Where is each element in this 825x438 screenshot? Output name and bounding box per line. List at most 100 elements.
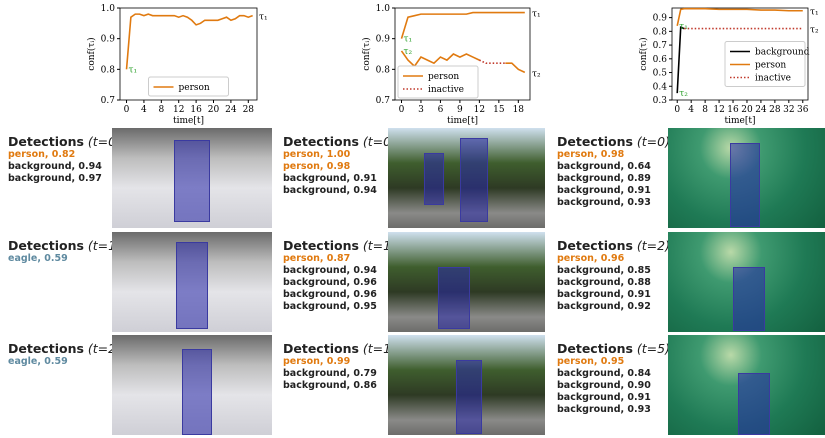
- track-label-start: τ₂: [403, 47, 412, 57]
- track-label-start: τ₁: [129, 65, 138, 75]
- detection-box: [460, 138, 488, 222]
- detection-heading: Detections (t=5):: [557, 341, 657, 356]
- frame-image: [388, 232, 545, 332]
- x-tick-label: 28: [243, 105, 255, 115]
- heading-time: (t=5): [637, 341, 670, 356]
- y-tick-label: 0.5: [653, 69, 668, 79]
- x-tick-label: 0: [674, 105, 680, 115]
- track-label-end: τ₁: [810, 8, 819, 18]
- detection-item: background, 0.93: [557, 404, 657, 416]
- detection-box: [730, 143, 760, 227]
- detection-heading: Detections (t=0):: [283, 134, 383, 149]
- track-label-start: τ₁: [403, 35, 412, 45]
- frame-image: [388, 128, 545, 228]
- legend-label: person: [755, 61, 786, 71]
- detection-box: [456, 360, 482, 434]
- detection-item: background, 0.84: [557, 368, 657, 380]
- y-tick-label: 0.7: [376, 96, 391, 106]
- detection-box: [174, 140, 210, 222]
- detection-heading: Detections (t=0):: [557, 134, 657, 149]
- detection-box: [733, 267, 765, 331]
- x-tick-label: 9: [457, 105, 463, 115]
- x-axis-label: time[t]: [725, 116, 756, 126]
- detection-heading: Detections (t=0):: [8, 134, 108, 149]
- detection-box: [424, 153, 444, 205]
- detection-item: background, 0.94: [283, 185, 383, 197]
- x-tick-label: 0: [124, 105, 130, 115]
- y-tick-label: 0.7: [653, 41, 668, 51]
- detection-item: background, 0.90: [557, 380, 657, 392]
- legend-label: inactive: [428, 85, 464, 95]
- y-tick-label: 0.9: [376, 35, 391, 45]
- detection-item: person, 1.00: [283, 149, 383, 161]
- heading-word: Detections: [8, 134, 84, 149]
- detection-item: background, 0.64: [557, 161, 657, 173]
- track-label-end: τ₂: [532, 69, 541, 79]
- detection-text: Detections (t=0):person, 0.98background,…: [557, 134, 657, 209]
- detection-text: Detections (t=5):person, 0.95background,…: [557, 341, 657, 416]
- detection-item: background, 0.91: [557, 185, 657, 197]
- heading-word: Detections: [557, 341, 633, 356]
- legend-label: person: [428, 72, 459, 82]
- track-label-start: τ₂: [679, 89, 688, 99]
- y-tick-label: 0.6: [653, 55, 668, 65]
- track-label-end: τ₁: [259, 13, 268, 23]
- detection-item: background, 0.94: [8, 161, 108, 173]
- detection-item: eagle, 0.59: [8, 356, 108, 368]
- detection-item: background, 0.96: [283, 277, 383, 289]
- series-line: [127, 14, 253, 69]
- x-tick-label: 12: [474, 105, 485, 115]
- detection-text: Detections (t=16):eagle, 0.59: [8, 238, 108, 265]
- y-tick-label: 0.7: [101, 96, 116, 106]
- x-tick-label: 3: [418, 105, 424, 115]
- heading-word: Detections: [283, 238, 359, 253]
- x-tick-label: 20: [741, 105, 753, 115]
- y-tick-label: 0.8: [101, 65, 116, 75]
- y-tick-label: 1.0: [101, 4, 116, 14]
- y-tick-label: 0.4: [653, 82, 668, 92]
- x-tick-label: 16: [190, 105, 202, 115]
- detection-text: Detections (t=0):person, 0.82background,…: [8, 134, 108, 185]
- legend-label: inactive: [755, 74, 791, 84]
- x-tick-label: 32: [783, 105, 794, 115]
- detection-item: person, 0.98: [283, 161, 383, 173]
- figure: 0.70.80.91.00481216202428time[t]conf(τᵢ)…: [0, 0, 825, 438]
- x-tick-label: 6: [438, 105, 444, 115]
- frame-image: [112, 128, 272, 228]
- frame-image: [388, 335, 545, 435]
- y-axis-label: conf(τᵢ): [638, 37, 649, 70]
- detection-heading: Detections (t=16):: [8, 238, 108, 253]
- track-label-end: τ₁: [532, 10, 541, 20]
- track-label-end: τ₂: [810, 26, 819, 36]
- y-axis-label: conf(τᵢ): [361, 37, 372, 70]
- heading-time: (t=2): [637, 238, 670, 253]
- detection-heading: Detections (t=2):: [557, 238, 657, 253]
- y-axis-label: conf(τᵢ): [86, 37, 97, 70]
- y-tick-label: 0.9: [653, 14, 668, 24]
- legend-label: person: [179, 83, 210, 93]
- detection-box: [176, 242, 208, 329]
- detection-item: background, 0.79: [283, 368, 383, 380]
- detection-item: background, 0.88: [557, 277, 657, 289]
- series-line: [677, 9, 803, 26]
- x-axis-label: time[t]: [173, 116, 204, 126]
- detection-item: background, 0.94: [283, 265, 383, 277]
- frame-image: [668, 335, 825, 435]
- y-tick-label: 0.9: [101, 35, 116, 45]
- detection-heading: Detections (t=19):: [283, 341, 383, 356]
- heading-word: Detections: [557, 238, 633, 253]
- detection-item: background, 0.89: [557, 173, 657, 185]
- series-line: [479, 60, 505, 63]
- y-tick-label: 1.0: [376, 4, 391, 14]
- x-tick-label: 12: [713, 105, 724, 115]
- detection-text: Detections (t=13):person, 0.87background…: [283, 238, 383, 313]
- x-tick-label: 36: [797, 105, 809, 115]
- detection-item: background, 0.85: [557, 265, 657, 277]
- detection-item: person, 0.87: [283, 253, 383, 265]
- track-label-start: τ₁: [679, 22, 688, 32]
- x-tick-label: 12: [173, 105, 184, 115]
- frame-image: [668, 128, 825, 228]
- detection-text: Detections (t=26):eagle, 0.59: [8, 341, 108, 368]
- detection-item: eagle, 0.59: [8, 253, 108, 265]
